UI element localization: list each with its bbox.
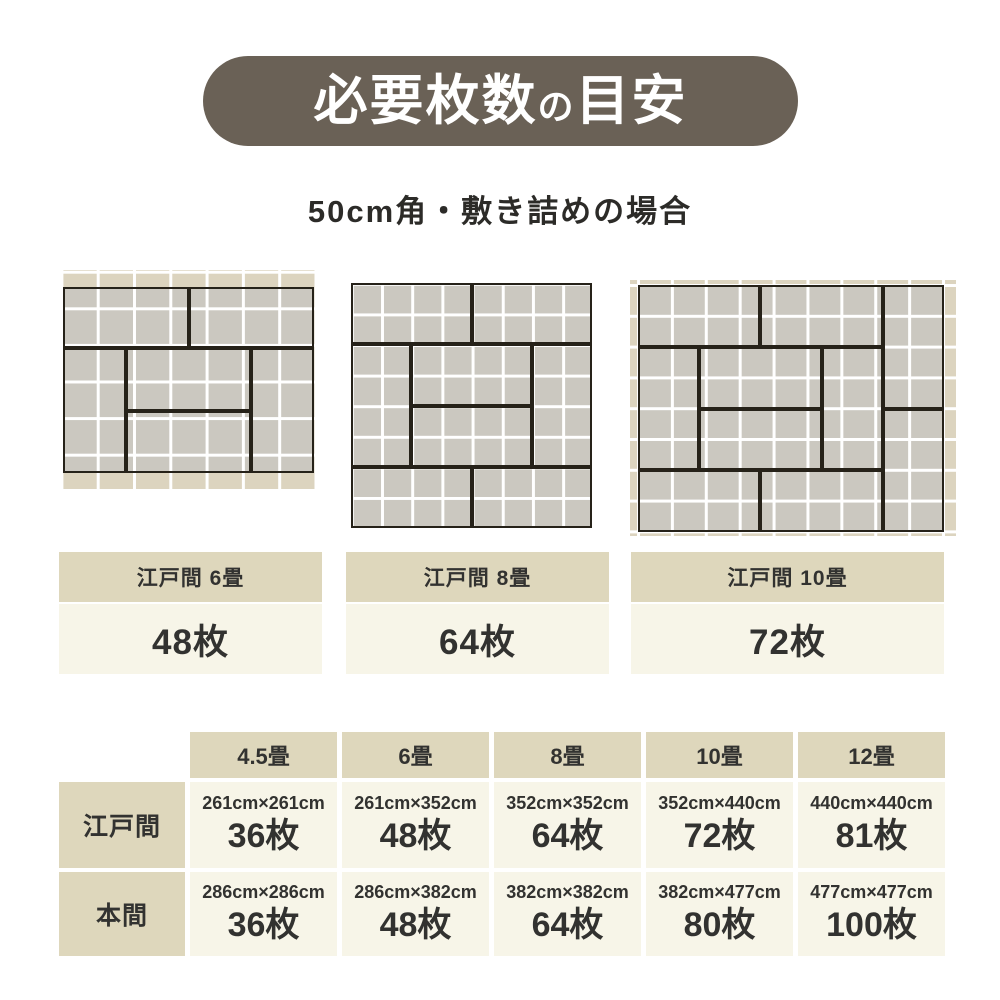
data-cell: 382cm×477cm 80枚 (646, 872, 793, 956)
data-cell: 477cm×477cm 100枚 (798, 872, 945, 956)
summary-card-6jo: 江戸間 6畳 48枚 (59, 552, 322, 674)
column-header-cell: 4.5畳 (190, 732, 337, 778)
cell-size: 261cm×261cm (202, 793, 325, 814)
tatami-mat (188, 287, 314, 349)
subtitle: 50cm角・敷き詰めの場合 (307, 194, 693, 229)
cell-count: 72枚 (683, 817, 756, 856)
column-header-cell: 10畳 (646, 732, 793, 778)
tatami-mat (251, 348, 314, 473)
page-title: 必要枚数の目安 (313, 74, 687, 128)
tatami-mat (63, 348, 126, 473)
tatami-mat (471, 466, 592, 528)
tatami-mat (351, 466, 472, 528)
title-main: 必要枚数 (313, 71, 538, 131)
card-room-label: 江戸間 10畳 (631, 552, 944, 602)
data-cell: 261cm×261cm 36枚 (190, 782, 337, 868)
card-room-label: 江戸間 8畳 (346, 552, 609, 602)
tatami-mat (351, 283, 472, 345)
cell-count: 48枚 (379, 817, 452, 856)
tatami-mat (471, 283, 592, 345)
summary-card-10jo: 江戸間 10畳 72枚 (631, 552, 944, 674)
tatami-mat (760, 470, 883, 532)
card-room-label: 江戸間 6畳 (59, 552, 322, 602)
tatami-mat (125, 410, 252, 473)
tatami-mat (351, 344, 412, 467)
cell-count: 80枚 (683, 906, 756, 945)
card-count: 72枚 (631, 604, 944, 674)
tatami-mat (760, 285, 883, 347)
cell-count: 48枚 (379, 906, 452, 945)
cell-count: 64枚 (531, 906, 604, 945)
tatami-mat (821, 346, 883, 471)
tatami-mat (638, 285, 761, 347)
table-corner-cell (59, 732, 185, 778)
diagram-edoma-6jo (61, 270, 315, 489)
tatami-mat (638, 346, 700, 471)
tatami-mat (699, 408, 822, 471)
data-cell: 286cm×286cm 36枚 (190, 872, 337, 956)
tatami-mats (351, 283, 592, 528)
data-cell: 382cm×382cm 64枚 (494, 872, 641, 956)
data-cell: 261cm×352cm 48枚 (342, 782, 489, 868)
cell-size: 286cm×286cm (202, 882, 325, 903)
row-header-cell: 江戸間 (59, 782, 185, 868)
cell-size: 352cm×440cm (658, 793, 781, 814)
tatami-mats (638, 285, 944, 532)
column-header-cell: 12畳 (798, 732, 945, 778)
tatami-mat (531, 344, 592, 467)
cell-count: 81枚 (835, 817, 908, 856)
quantity-table: 4.5畳 6畳 8畳 10畳 12畳 江戸間 261cm×261cm 36枚 2… (59, 732, 945, 956)
title-banner: 必要枚数の目安 (203, 56, 798, 146)
cell-size: 261cm×352cm (354, 793, 477, 814)
tatami-mat (63, 287, 189, 349)
cell-size: 382cm×382cm (506, 882, 629, 903)
tatami-mat (411, 344, 532, 406)
diagram-edoma-8jo (351, 283, 592, 528)
cell-count: 100枚 (826, 906, 917, 945)
tatami-mat (699, 346, 822, 409)
tatami-mat (882, 408, 944, 532)
data-cell: 352cm×352cm 64枚 (494, 782, 641, 868)
tatami-mat (125, 348, 252, 411)
title-sub: 目安 (575, 71, 688, 131)
cell-size: 440cm×440cm (810, 793, 933, 814)
cell-size: 382cm×477cm (658, 882, 781, 903)
data-cell: 352cm×440cm 72枚 (646, 782, 793, 868)
cell-size: 477cm×477cm (810, 882, 933, 903)
cell-size: 286cm×382cm (354, 882, 477, 903)
diagram-edoma-10jo (630, 280, 956, 536)
data-cell: 440cm×440cm 81枚 (798, 782, 945, 868)
card-count: 64枚 (346, 604, 609, 674)
cell-size: 352cm×352cm (506, 793, 629, 814)
column-header-cell: 8畳 (494, 732, 641, 778)
column-header-cell: 6畳 (342, 732, 489, 778)
row-header-cell: 本間 (59, 872, 185, 956)
card-count: 48枚 (59, 604, 322, 674)
tatami-mats (63, 287, 314, 473)
tatami-mat (882, 285, 944, 409)
title-particle: の (537, 86, 576, 127)
cell-count: 36枚 (227, 906, 300, 945)
summary-card-8jo: 江戸間 8畳 64枚 (346, 552, 609, 674)
tatami-mat (411, 405, 532, 467)
cell-count: 36枚 (227, 817, 300, 856)
tatami-mat (638, 470, 761, 532)
data-cell: 286cm×382cm 48枚 (342, 872, 489, 956)
cell-count: 64枚 (531, 817, 604, 856)
